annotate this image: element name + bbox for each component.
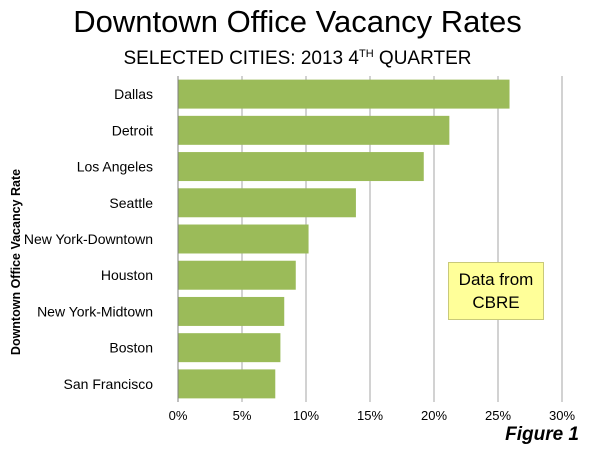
x-tick-label: 25% — [485, 408, 511, 423]
bar — [178, 224, 309, 254]
note-line-1: Data from — [458, 270, 534, 289]
bar — [178, 188, 356, 218]
x-tick-label: 10% — [293, 408, 319, 423]
category-label: New York-Midtown — [37, 303, 153, 319]
x-tick-label: 15% — [357, 408, 383, 423]
bar — [178, 115, 450, 145]
bar — [178, 152, 424, 182]
category-label: San Francisco — [64, 376, 154, 392]
category-label: Houston — [101, 267, 153, 283]
chart-title: Downtown Office Vacancy Rates — [73, 4, 522, 39]
x-tick-label: 30% — [549, 408, 575, 423]
bar — [178, 296, 285, 326]
category-label: Dallas — [114, 86, 153, 102]
category-label: New York-Downtown — [24, 231, 153, 247]
category-label: Los Angeles — [77, 159, 153, 175]
subtitle-prefix: SELECTED CITIES: 2013 4 — [123, 48, 359, 69]
chart-subtitle: SELECTED CITIES: 2013 4TH QUARTER — [0, 42, 595, 71]
x-tick-label: 20% — [421, 408, 447, 423]
data-source-note: Data from CBRE — [448, 262, 544, 320]
note-line-2: CBRE — [472, 293, 520, 312]
subtitle-superscript: TH — [358, 48, 374, 60]
category-label: Boston — [109, 340, 153, 356]
bar — [178, 260, 296, 290]
bar — [178, 79, 510, 109]
bar — [178, 369, 276, 399]
figure-label: Figure 1 — [505, 424, 579, 445]
category-label: Detroit — [112, 122, 153, 138]
x-tick-label: 0% — [169, 408, 188, 423]
x-tick-label: 5% — [233, 408, 252, 423]
subtitle-suffix: QUARTER — [373, 48, 472, 69]
bar — [178, 333, 281, 363]
category-label: Seattle — [109, 195, 153, 211]
